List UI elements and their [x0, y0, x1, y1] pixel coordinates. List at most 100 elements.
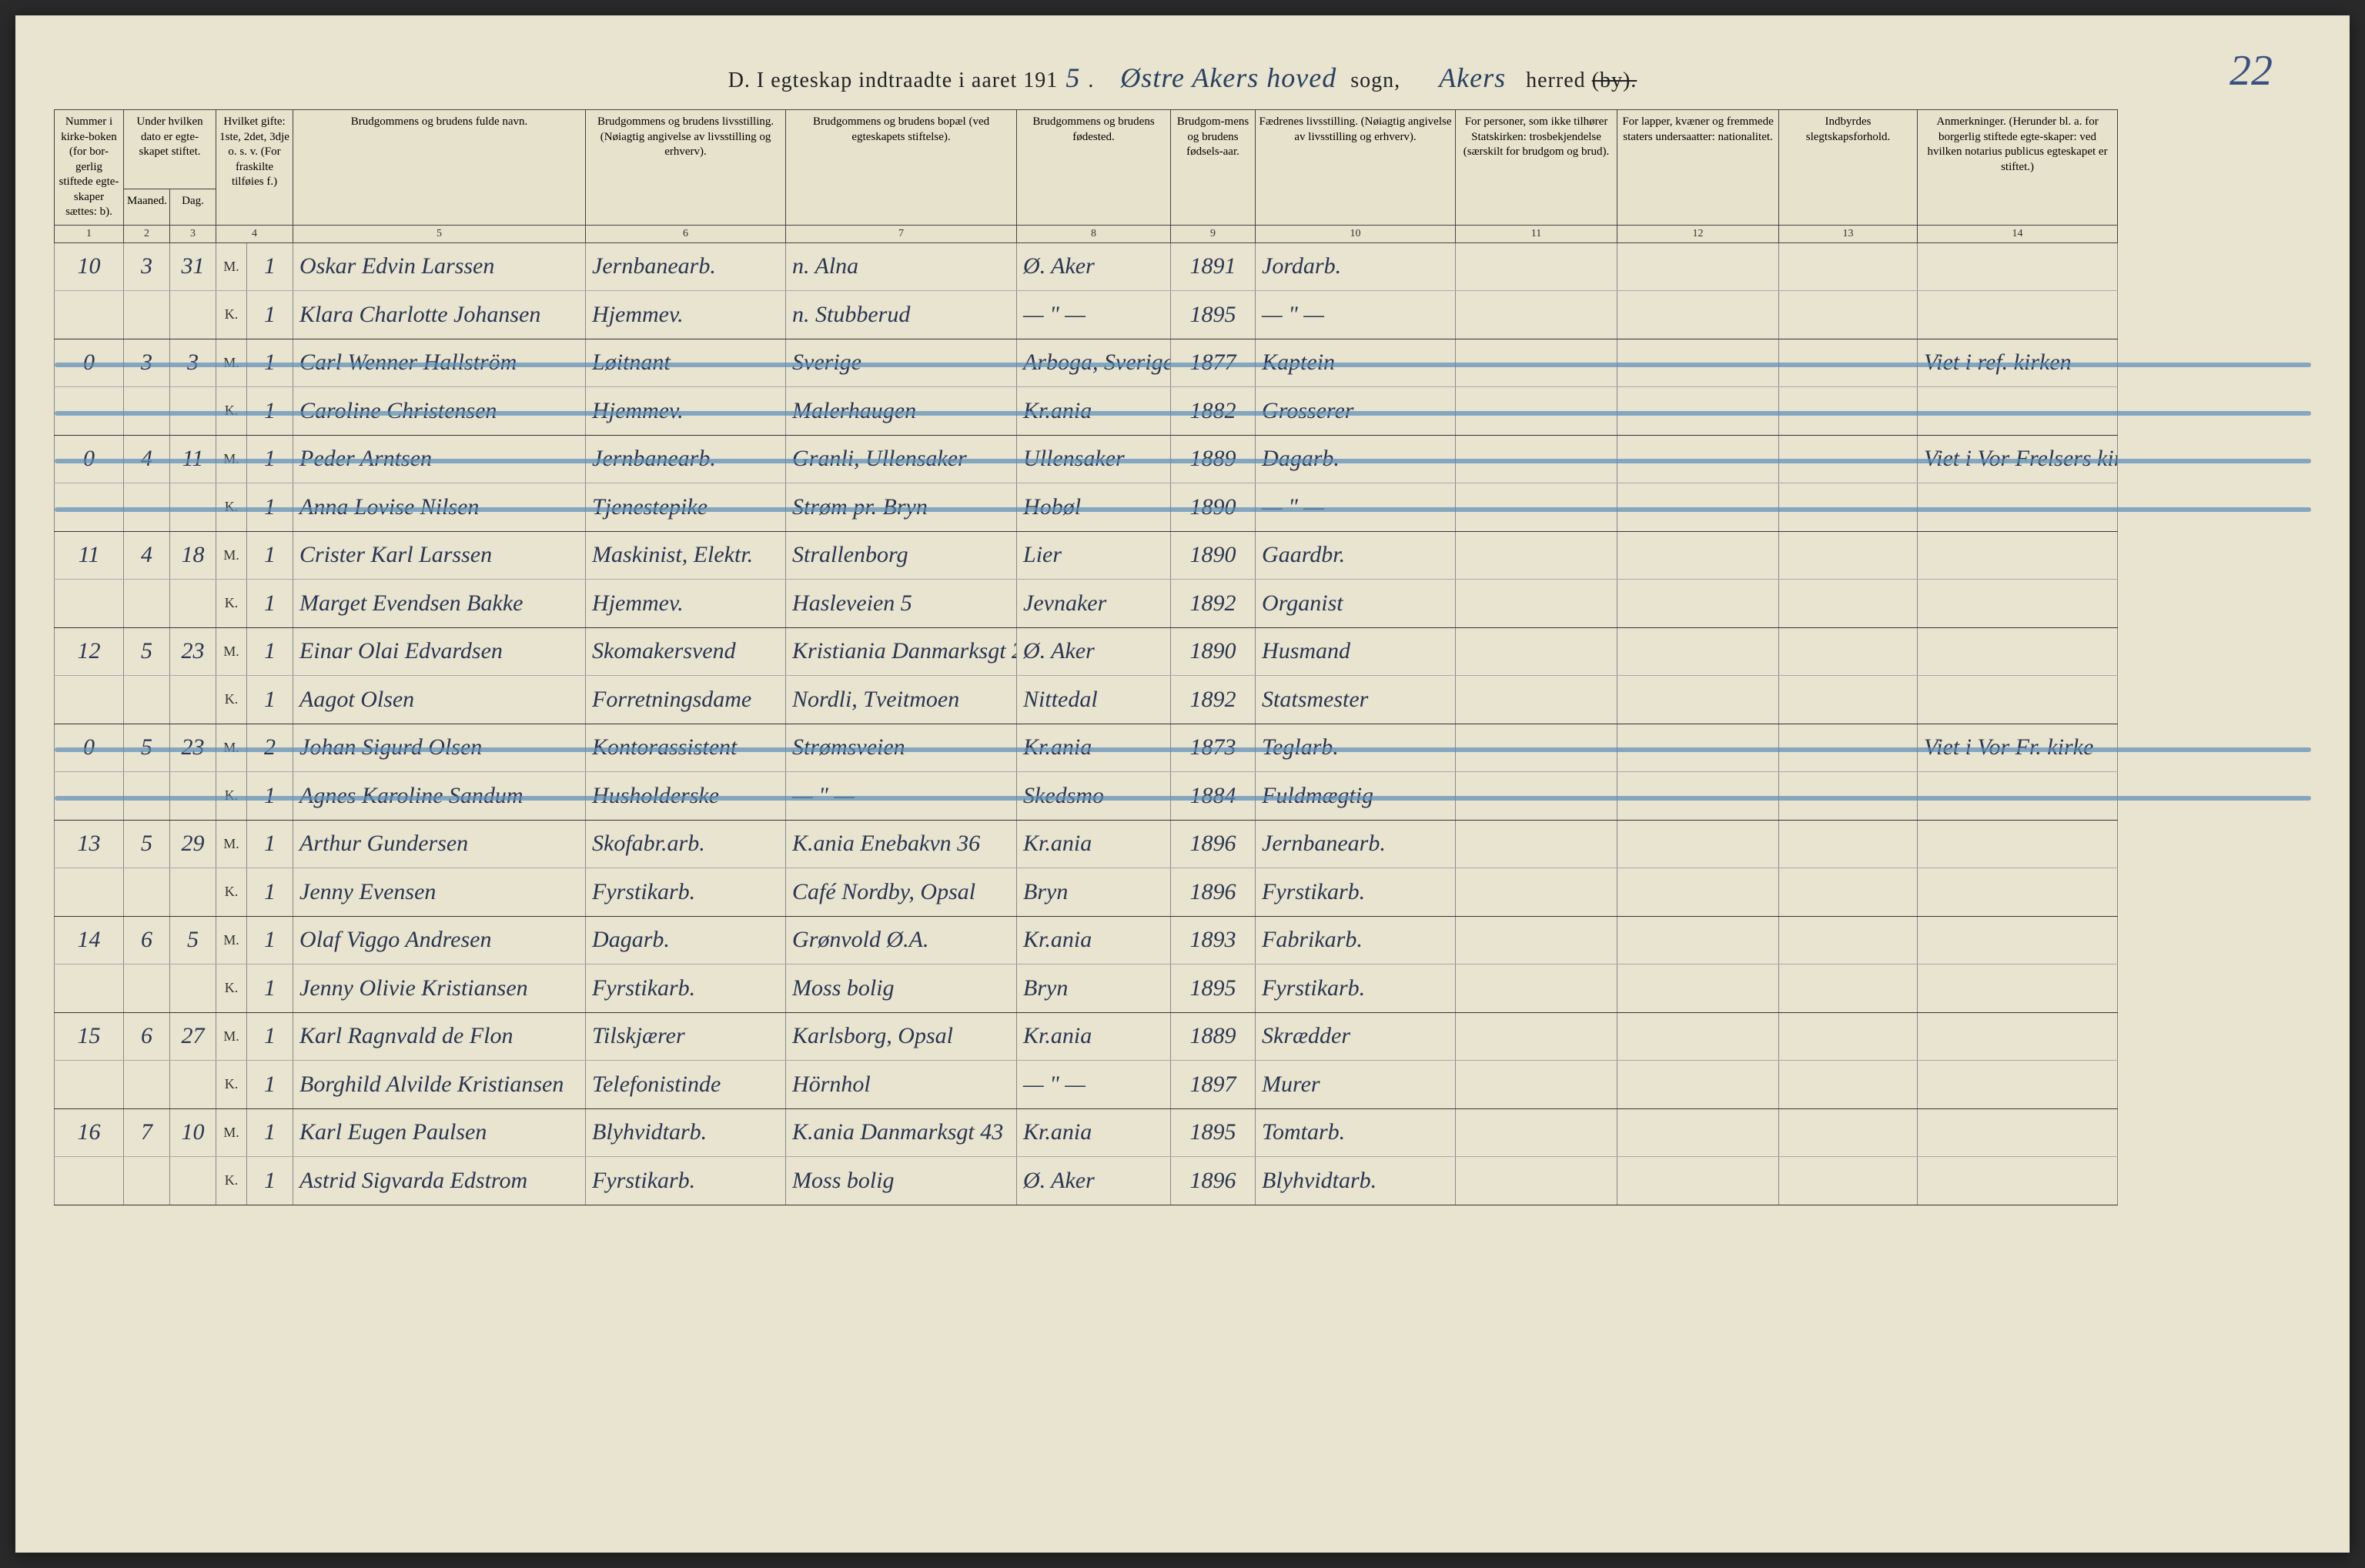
- register-table: Nummer i kirke-boken (for bor-gerlig sti…: [54, 109, 2311, 1205]
- district-hand: Akers: [1431, 62, 1514, 93]
- cell: [124, 1157, 170, 1205]
- cell: Ø. Aker: [1017, 242, 1171, 290]
- cell: [1617, 531, 1779, 579]
- cell: Fabrikarb.: [1256, 916, 1456, 964]
- hdr-dag: Dag.: [170, 189, 216, 225]
- cell: 1895: [1171, 1108, 1256, 1156]
- cell: [1456, 965, 1617, 1012]
- cell: 18: [170, 531, 216, 579]
- cell: Kr.ania: [1017, 1012, 1171, 1060]
- cell: [170, 580, 216, 627]
- cell: Jenny Olivie Kristiansen: [293, 965, 586, 1012]
- cell: Hjemmev.: [586, 291, 786, 339]
- hdr-c2a: Under hvilken dato er egte-skapet stifte…: [124, 110, 216, 189]
- hdr-c6: Brudgommens og brudens bopæl (ved egtesk…: [786, 110, 1017, 226]
- cell: — " —: [1017, 291, 1171, 339]
- table-row: K.1Caroline ChristensenHjemmev.Malerhaug…: [55, 387, 2311, 435]
- cell: [1918, 1108, 2118, 1156]
- table-head: Nummer i kirke-boken (for bor-gerlig sti…: [55, 110, 2311, 243]
- cell: [1456, 1108, 1617, 1156]
- cell: [124, 676, 170, 724]
- cell: 1895: [1171, 965, 1256, 1012]
- cell: [1456, 627, 1617, 675]
- cell: 6: [124, 1012, 170, 1060]
- cell: Fyrstikarb.: [586, 1157, 786, 1205]
- cell: 15: [55, 1012, 124, 1060]
- table-row: K.1Anna Lovise NilsenTjenestepikeStrøm p…: [55, 483, 2311, 531]
- cell: Murer: [1256, 1061, 1456, 1108]
- cell: Maskinist, Elektr.: [586, 531, 786, 579]
- coln-9: 9: [1171, 225, 1256, 242]
- cell: 1892: [1171, 676, 1256, 724]
- cell: [124, 868, 170, 916]
- cell: [1918, 1012, 2118, 1060]
- cell: 29: [170, 820, 216, 868]
- cell: Tomtarb.: [1256, 1108, 1456, 1156]
- cell: Astrid Sigvarda Edstrom: [293, 1157, 586, 1205]
- coln-8: 8: [1017, 225, 1171, 242]
- cell: Jevnaker: [1017, 580, 1171, 627]
- cell: — " —: [1256, 291, 1456, 339]
- cell: Skrædder: [1256, 1012, 1456, 1060]
- coln-14: 14: [1918, 225, 2118, 242]
- cell: Grønvold Ø.A.: [786, 916, 1017, 964]
- parish-hand: Østre Akers hoved: [1112, 62, 1344, 93]
- cell: [124, 580, 170, 627]
- cell: 14: [55, 916, 124, 964]
- cell: Jernbanearb.: [586, 242, 786, 290]
- cell: M.: [216, 242, 247, 290]
- cell: [55, 291, 124, 339]
- cell: 1: [247, 1061, 293, 1108]
- cell: M.: [216, 531, 247, 579]
- cell: M.: [216, 916, 247, 964]
- cell: K.: [216, 676, 247, 724]
- cell: [55, 1061, 124, 1108]
- cell: 1890: [1171, 627, 1256, 675]
- table-row: 1465M.1Olaf Viggo AndresenDagarb.Grønvol…: [55, 916, 2311, 964]
- cell: 10: [55, 242, 124, 290]
- cell: [1456, 242, 1617, 290]
- cell: — " —: [1017, 1061, 1171, 1108]
- cell: [1918, 242, 2118, 290]
- cell: 11: [55, 531, 124, 579]
- table-row: K.1Borghild Alvilde KristiansenTelefonis…: [55, 1061, 2311, 1108]
- cell: [1779, 820, 1918, 868]
- cell: Lier: [1017, 531, 1171, 579]
- cell: 1892: [1171, 580, 1256, 627]
- cell: Gaardbr.: [1256, 531, 1456, 579]
- cell: [170, 868, 216, 916]
- cell: [1918, 531, 2118, 579]
- cell: 13: [55, 820, 124, 868]
- cell: Einar Olai Edvardsen: [293, 627, 586, 675]
- cell: K.: [216, 580, 247, 627]
- cell: 4: [124, 531, 170, 579]
- cell: Statsmester: [1256, 676, 1456, 724]
- cell: 1891: [1171, 242, 1256, 290]
- district-struck: (by).: [1592, 69, 1637, 92]
- cell: Forretningsdame: [586, 676, 786, 724]
- cell: [170, 676, 216, 724]
- cell: Kr.ania: [1017, 820, 1171, 868]
- coln-2: 2: [124, 225, 170, 242]
- hdr-c8: Brudgom-mens og brudens fødsels-aar.: [1171, 110, 1256, 226]
- cell: 23: [170, 627, 216, 675]
- cell: [1918, 965, 2118, 1012]
- table-row: 0411M.1Peder ArntsenJernbanearb.Granli, …: [55, 435, 2311, 483]
- cell: [1456, 676, 1617, 724]
- cell: Nordli, Tveitmoen: [786, 676, 1017, 724]
- table-row: 033M.1Carl Wenner HallströmLøitnantSveri…: [55, 339, 2311, 386]
- title-row: D. I egteskap indtraadte i aaret 1915. Ø…: [54, 62, 2311, 94]
- cell: 1: [247, 291, 293, 339]
- coln-1: 1: [55, 225, 124, 242]
- cell: Oskar Edvin Larssen: [293, 242, 586, 290]
- coln-12: 12: [1617, 225, 1779, 242]
- cell: 1: [247, 1157, 293, 1205]
- cell: [1456, 1012, 1617, 1060]
- hdr-c9: Fædrenes livsstilling. (Nøiagtig angivel…: [1256, 110, 1456, 226]
- cell: Ø. Aker: [1017, 627, 1171, 675]
- cell: Hjemmev.: [586, 580, 786, 627]
- coln-10: 10: [1256, 225, 1456, 242]
- cell: 1: [247, 916, 293, 964]
- cell: 10: [170, 1108, 216, 1156]
- cell: Ø. Aker: [1017, 1157, 1171, 1205]
